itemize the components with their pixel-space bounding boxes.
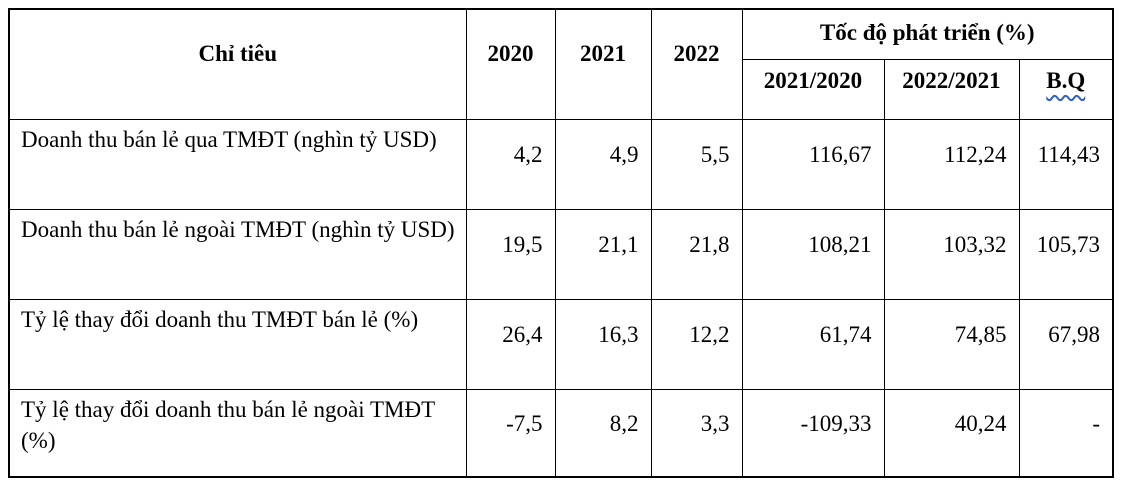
cell-value: 103,32: [883, 208, 1020, 300]
header-growth-group: Tốc độ phát triển (%): [741, 8, 1114, 60]
table-row: Doanh thu bán lẻ ngoài TMĐT (nghìn tỷ US…: [8, 208, 1114, 300]
bq-label-with-spellcheck-underline: B.Q: [1046, 68, 1086, 94]
header-criteria: Chỉ tiêu: [8, 8, 467, 120]
cell-value: 19,5: [465, 208, 556, 300]
row-label: Tỷ lệ thay đổi doanh thu TMĐT bán lẻ (%): [8, 298, 467, 390]
indicator-growth-table: Chỉ tiêu 2020 2021 2022 Tốc độ phát triể…: [8, 8, 1115, 478]
cell-value: 16,3: [554, 298, 652, 390]
header-growth-2022-2021: 2022/2021: [883, 58, 1020, 120]
header-year-2021: 2021: [554, 8, 652, 120]
table-row: Tỷ lệ thay đổi doanh thu TMĐT bán lẻ (%)…: [8, 298, 1114, 390]
header-year-2022: 2022: [650, 8, 743, 120]
cell-value: 4,9: [554, 118, 652, 210]
cell-value: 12,2: [650, 298, 743, 390]
row-label: Tỷ lệ thay đổi doanh thu bán lẻ ngoài TM…: [8, 388, 467, 478]
cell-value: 61,74: [741, 298, 885, 390]
header-year-2020: 2020: [465, 8, 556, 120]
cell-value: 21,1: [554, 208, 652, 300]
header-growth-2021-2020: 2021/2020: [741, 58, 885, 120]
cell-value: 114,43: [1018, 118, 1114, 210]
cell-value: 3,3: [650, 388, 743, 478]
cell-value: 21,8: [650, 208, 743, 300]
cell-value: 8,2: [554, 388, 652, 478]
cell-value: 26,4: [465, 298, 556, 390]
cell-value: 108,21: [741, 208, 885, 300]
cell-value: 112,24: [883, 118, 1020, 210]
header-growth-bq: B.Q: [1018, 58, 1114, 120]
cell-value: 105,73: [1018, 208, 1114, 300]
table-row: Tỷ lệ thay đổi doanh thu bán lẻ ngoài TM…: [8, 388, 1114, 478]
cell-value: -7,5: [465, 388, 556, 478]
table-row: Doanh thu bán lẻ qua TMĐT (nghìn tỷ USD)…: [8, 118, 1114, 210]
row-label: Doanh thu bán lẻ qua TMĐT (nghìn tỷ USD): [8, 118, 467, 210]
cell-value: 5,5: [650, 118, 743, 210]
cell-value: -: [1018, 388, 1114, 478]
header-row-1: Chỉ tiêu 2020 2021 2022 Tốc độ phát triể…: [8, 8, 1114, 120]
cell-value: 67,98: [1018, 298, 1114, 390]
cell-value: 40,24: [883, 388, 1020, 478]
cell-value: 4,2: [465, 118, 556, 210]
cell-value: -109,33: [741, 388, 885, 478]
cell-value: 116,67: [741, 118, 885, 210]
cell-value: 74,85: [883, 298, 1020, 390]
header-row-2: 2021/2020 2022/2021 B.Q: [9, 58, 1114, 120]
row-label: Doanh thu bán lẻ ngoài TMĐT (nghìn tỷ US…: [8, 208, 467, 300]
